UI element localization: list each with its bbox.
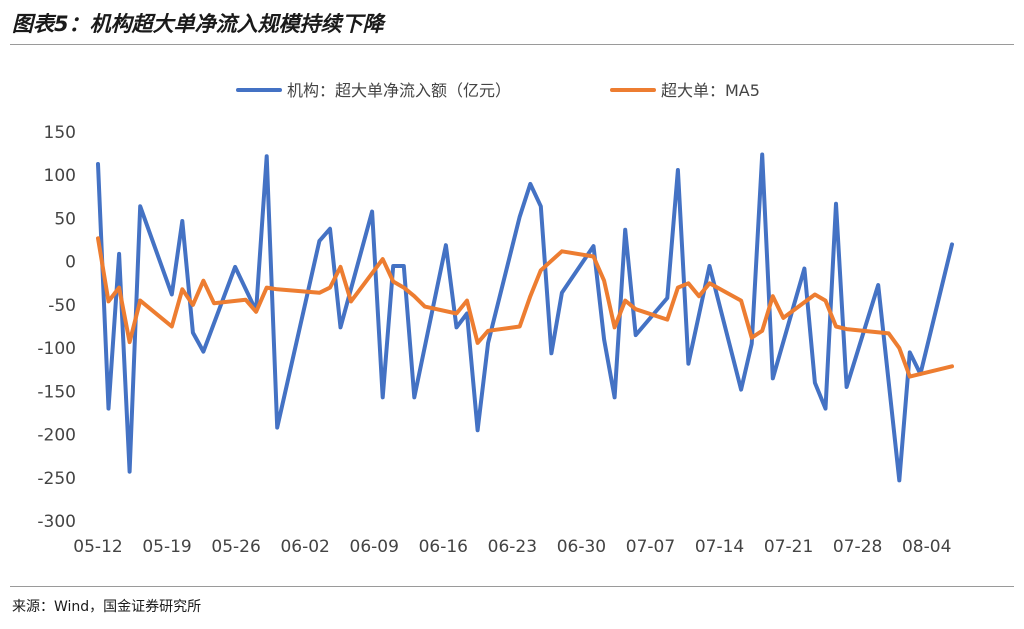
- y-tick-label: -200: [37, 426, 76, 446]
- x-tick-label: 07-28: [833, 537, 882, 557]
- x-tick-label: 07-21: [764, 537, 813, 557]
- legend-label-ma5: 超大单：MA5: [661, 81, 760, 100]
- y-tick-label: 150: [44, 123, 76, 143]
- y-tick-label: -100: [37, 339, 76, 359]
- x-tick-label: 08-04: [902, 537, 951, 557]
- x-tick-label: 07-07: [626, 537, 675, 557]
- bottom-divider: [10, 586, 1014, 587]
- y-tick-label: -300: [37, 512, 76, 532]
- x-tick-label: 05-19: [142, 537, 191, 557]
- y-tick-label: 50: [54, 209, 76, 229]
- series-line-inflow: [96, 152, 954, 483]
- source-note: 来源：Wind，国金证券研究所: [12, 599, 202, 615]
- x-tick-label: 05-12: [73, 537, 122, 557]
- legend-label-inflow: 机构：超大单净流入额（亿元）: [287, 81, 511, 100]
- x-tick-label: 05-26: [211, 537, 260, 557]
- x-tick-label: 06-02: [280, 537, 329, 557]
- y-tick-label: 0: [65, 253, 76, 273]
- x-tick-label: 06-09: [350, 537, 399, 557]
- legend: 机构：超大单净流入额（亿元） 超大单：MA5: [236, 81, 760, 100]
- x-tick-label: 06-23: [488, 537, 537, 557]
- series-line-ma5: [96, 236, 954, 379]
- y-tick-label: -50: [48, 296, 76, 316]
- y-tick-label: 100: [44, 166, 76, 186]
- y-tick-label: -150: [37, 382, 76, 402]
- y-tick-label: -250: [37, 469, 76, 489]
- x-tick-label: 06-30: [557, 537, 606, 557]
- figure-title: 图表5：机构超大单净流入规模持续下降: [12, 12, 384, 36]
- series-layer: [96, 152, 954, 483]
- x-axis: 05-12 05-19 05-26 06-02 06-09 06-16 06-23 06-30…: [73, 537, 951, 557]
- y-axis: 150 100 50 0 -50 -100 -150 -200 -250 -300: [37, 123, 76, 532]
- top-divider: [10, 44, 1014, 45]
- x-tick-label: 07-14: [695, 537, 744, 557]
- x-tick-label: 06-16: [419, 537, 468, 557]
